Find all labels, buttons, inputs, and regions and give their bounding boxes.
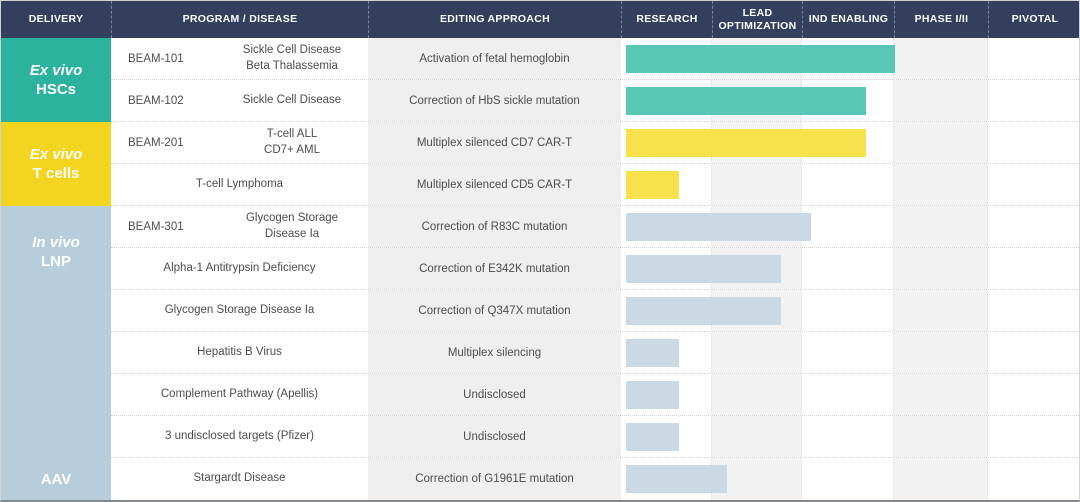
pipeline-row-stargardt: Stargardt Disease Correction of G1961E m… bbox=[111, 458, 1079, 500]
stage-track bbox=[621, 38, 1079, 79]
pipeline-row-t-cell-lymphoma: T-cell Lymphoma Multiplex silenced CD5 C… bbox=[111, 164, 1079, 206]
program-cell: Hepatitis B Virus bbox=[111, 332, 368, 373]
program-code: BEAM-301 bbox=[128, 220, 184, 233]
delivery-group-label: HSCs bbox=[35, 81, 76, 98]
pipeline-row-beam-201: BEAM-201 T-cell ALL CD7+ AML Multiplex s… bbox=[111, 122, 1079, 164]
disease-name: Hepatitis B Virus bbox=[197, 345, 282, 358]
editing-approach-cell: Undisclosed bbox=[368, 416, 621, 457]
editing-approach-cell: Undisclosed bbox=[368, 374, 621, 415]
disease-name: Sickle Cell Disease bbox=[242, 93, 342, 106]
program-cell: BEAM-201 T-cell ALL CD7+ AML bbox=[111, 122, 368, 163]
program-cell: BEAM-301 Glycogen Storage Disease Ia bbox=[111, 206, 368, 247]
delivery-group-label: Ex vivo bbox=[29, 62, 83, 79]
progress-bar bbox=[626, 171, 679, 199]
disease-name: Glycogen Storage Disease Ia bbox=[164, 303, 315, 316]
pipeline-row-alpha-1-antitrypsin: Alpha-1 Antitrypsin Deficiency Correctio… bbox=[111, 248, 1079, 290]
program-cell: Glycogen Storage Disease Ia bbox=[111, 290, 368, 331]
delivery-group-in-vivo-lnp: In vivo LNP bbox=[1, 206, 111, 458]
disease-name: T-cell ALL CD7+ AML bbox=[264, 128, 320, 156]
pipeline-row-complement-pathway: Complement Pathway (Apellis) Undisclosed bbox=[111, 374, 1079, 416]
disease-name: 3 undisclosed targets (Pfizer) bbox=[165, 429, 314, 442]
progress-bar bbox=[626, 381, 679, 409]
program-code: BEAM-101 bbox=[128, 52, 184, 65]
stage-track bbox=[621, 248, 1079, 289]
progress-bar bbox=[626, 87, 866, 115]
pipeline-row-beam-301: BEAM-301 Glycogen Storage Disease Ia Cor… bbox=[111, 206, 1079, 248]
program-cell: BEAM-102 Sickle Cell Disease bbox=[111, 80, 368, 121]
program-cell: Stargardt Disease bbox=[111, 458, 368, 500]
delivery-group-label: LNP bbox=[41, 253, 71, 270]
stage-track bbox=[621, 458, 1079, 500]
pipeline-row-beam-102: BEAM-102 Sickle Cell Disease Correction … bbox=[111, 80, 1079, 122]
disease-name: Complement Pathway (Apellis) bbox=[160, 387, 319, 400]
delivery-group-label: In vivo bbox=[32, 234, 80, 251]
header-program-disease: PROGRAM / DISEASE bbox=[111, 1, 368, 38]
progress-bar bbox=[626, 423, 679, 451]
stage-track bbox=[621, 332, 1079, 373]
header-research: RESEARCH bbox=[621, 1, 712, 38]
editing-approach-cell: Multiplex silenced CD7 CAR-T bbox=[368, 122, 621, 163]
editing-approach-cell: Correction of R83C mutation bbox=[368, 206, 621, 247]
pipeline-row-beam-101: BEAM-101 Sickle Cell Disease Beta Thalas… bbox=[111, 38, 1079, 80]
delivery-group-aav: AAV bbox=[1, 458, 111, 500]
program-cell: Alpha-1 Antitrypsin Deficiency bbox=[111, 248, 368, 289]
disease-name: T-cell Lymphoma bbox=[195, 177, 284, 190]
header-lead-optimization: LEAD OPTIMIZATION bbox=[712, 1, 802, 38]
header-delivery: DELIVERY bbox=[28, 13, 84, 26]
disease-name: Sickle Cell Disease Beta Thalassemia bbox=[242, 44, 342, 72]
stage-track bbox=[621, 206, 1079, 247]
delivery-group-ex-vivo-hscs: Ex vivo HSCs bbox=[1, 38, 111, 122]
program-code: BEAM-102 bbox=[128, 94, 184, 107]
disease-name: Alpha-1 Antitrypsin Deficiency bbox=[163, 261, 316, 274]
header-phase-i-ii: PHASE I/II bbox=[894, 1, 988, 38]
header-row: DELIVERY PROGRAM / DISEASE EDITING APPRO… bbox=[1, 1, 1079, 38]
progress-bar bbox=[626, 45, 895, 73]
delivery-group-label: AAV bbox=[40, 471, 72, 488]
stage-track bbox=[621, 80, 1079, 121]
program-cell: 3 undisclosed targets (Pfizer) bbox=[111, 416, 368, 457]
disease-name: Stargardt Disease bbox=[193, 472, 286, 485]
editing-approach-cell: Correction of Q347X mutation bbox=[368, 290, 621, 331]
stage-track bbox=[621, 122, 1079, 163]
delivery-group-label: Ex vivo bbox=[29, 146, 83, 163]
progress-bar bbox=[626, 255, 781, 283]
pipeline-row-undisclosed-pfizer: 3 undisclosed targets (Pfizer) Undisclos… bbox=[111, 416, 1079, 458]
editing-approach-cell: Correction of E342K mutation bbox=[368, 248, 621, 289]
pipeline-row-glycogen-storage-q347x: Glycogen Storage Disease Ia Correction o… bbox=[111, 290, 1079, 332]
pipeline-row-hepatitis-b: Hepatitis B Virus Multiplex silencing bbox=[111, 332, 1079, 374]
progress-bar bbox=[626, 213, 811, 241]
delivery-column: Ex vivo HSCs Ex vivo T cells In vivo LNP… bbox=[1, 38, 111, 500]
progress-bar bbox=[626, 339, 679, 367]
editing-approach-cell: Correction of G1961E mutation bbox=[368, 458, 621, 500]
program-code: BEAM-201 bbox=[128, 136, 184, 149]
disease-name: Glycogen Storage Disease Ia bbox=[245, 212, 339, 240]
stage-track bbox=[621, 416, 1079, 457]
header-editing-approach: EDITING APPROACH bbox=[368, 1, 621, 38]
header-pivotal: PIVOTAL bbox=[988, 1, 1079, 38]
stage-track bbox=[621, 374, 1079, 415]
editing-approach-cell: Correction of HbS sickle mutation bbox=[368, 80, 621, 121]
program-cell: BEAM-101 Sickle Cell Disease Beta Thalas… bbox=[111, 38, 368, 79]
progress-bar bbox=[626, 129, 866, 157]
header-ind-enabling: IND ENABLING bbox=[802, 1, 894, 38]
editing-approach-cell: Activation of fetal hemoglobin bbox=[368, 38, 621, 79]
stage-track bbox=[621, 164, 1079, 205]
progress-bar bbox=[626, 297, 781, 325]
delivery-group-label: T cells bbox=[32, 165, 80, 182]
delivery-group-ex-vivo-t-cells: Ex vivo T cells bbox=[1, 122, 111, 206]
editing-approach-cell: Multiplex silenced CD5 CAR-T bbox=[368, 164, 621, 205]
program-cell: T-cell Lymphoma bbox=[111, 164, 368, 205]
editing-approach-cell: Multiplex silencing bbox=[368, 332, 621, 373]
pipeline-rows: BEAM-101 Sickle Cell Disease Beta Thalas… bbox=[111, 38, 1079, 500]
progress-bar bbox=[626, 465, 727, 493]
stage-track bbox=[621, 290, 1079, 331]
program-cell: Complement Pathway (Apellis) bbox=[111, 374, 368, 415]
